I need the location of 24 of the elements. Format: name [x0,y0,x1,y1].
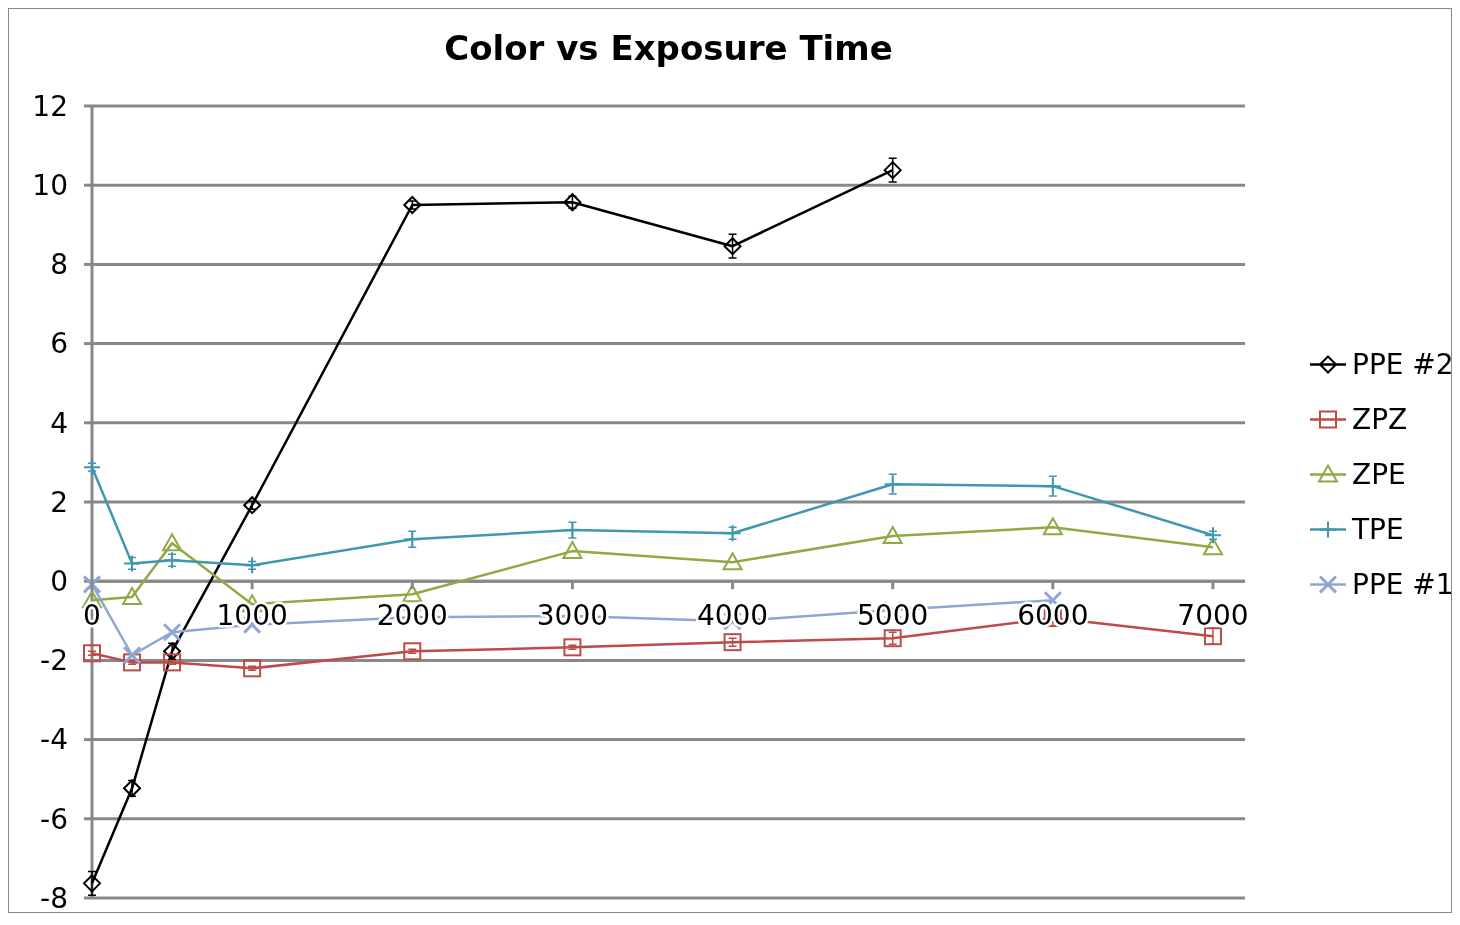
x-tick-label: 1000 [216,599,288,633]
legend-label: ZPZ [1352,403,1408,437]
x-tick-label: 2000 [376,599,448,633]
x-tick-label: 5000 [857,599,929,633]
y-tick-label: 12 [32,89,68,123]
x-tick-label: 3000 [536,599,609,633]
x-tick-label: 4000 [696,599,769,633]
y-tick-label: -2 [40,644,68,678]
y-tick-label: -6 [40,802,68,836]
y-tick-label: 4 [50,406,68,440]
legend-label: ZPE [1352,458,1406,492]
legend-label: PPE #2 [1352,348,1454,382]
legend-label: TPE [1351,513,1404,547]
y-tick-label: 10 [32,169,68,202]
y-tick-label: 2 [50,485,68,519]
legend-label: PPE #1 [1352,568,1454,602]
x-tick-label: 7000 [1177,599,1249,633]
y-tick-label: 8 [50,248,68,282]
x-tick-label: 0 [83,599,101,633]
y-tick-label: 6 [50,327,68,361]
y-tick-label: 0 [50,565,68,598]
y-tick-label: -4 [40,723,68,757]
chart-title: Color vs Exposure Time [444,28,893,68]
y-tick-label: -8 [40,881,68,915]
